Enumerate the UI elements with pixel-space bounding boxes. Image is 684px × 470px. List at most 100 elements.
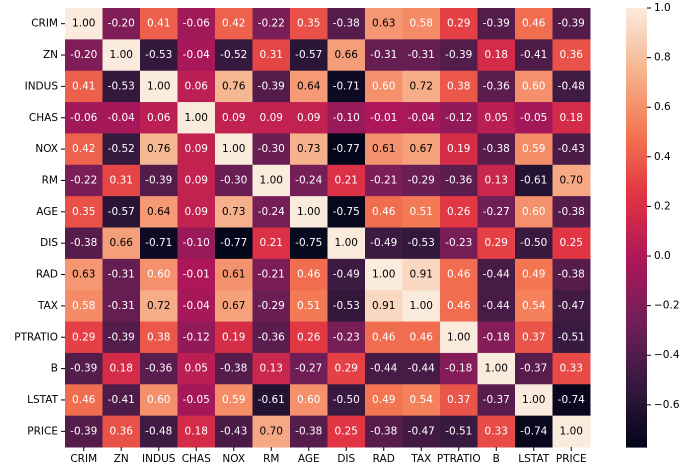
colorbar-segment [626,337,647,342]
y-tick-label: PRICE [27,425,58,437]
heatmap-cell [365,415,403,448]
colorbar-segment [626,443,647,448]
heatmap-cell [140,227,178,260]
cell-label: -0.21 [258,269,285,281]
colorbar-segment [626,150,647,155]
heatmap-cell [215,258,253,291]
x-tick-label: DIS [337,453,355,465]
heatmap-cell [215,196,253,228]
heatmap-cell [365,290,403,323]
heatmap-cell [515,70,553,103]
colorbar-segment [626,187,647,192]
y-tick-label: CHAS [29,112,58,124]
cell-label: -0.39 [70,425,97,437]
cell-label: 0.36 [560,49,584,61]
cell-label: -0.47 [558,300,585,312]
colorbar-segment [626,373,647,379]
colorbar-tick-label: −0.2 [654,300,680,312]
heatmap-cell [290,227,328,260]
colorbar-segment [626,117,647,123]
cell-label: -0.71 [333,80,360,92]
cell-label: 0.46 [447,300,471,312]
heatmap-cell [477,258,516,291]
cell-label: -0.31 [408,49,435,61]
cell-label: 0.13 [485,174,508,186]
heatmap-cell [65,196,103,228]
heatmap-cell [177,8,216,40]
colorbar-segment [626,282,647,287]
cell-label: -0.61 [520,174,547,186]
colorbar-segment [626,351,647,357]
colorbar-segment [626,125,647,130]
x-tick-label: LSTAT [518,453,549,465]
heatmap-cell [440,321,478,354]
colorbar-segment [626,161,647,166]
heatmap-cell [515,227,553,260]
cell-label: -0.31 [370,49,397,61]
cell-label: -0.24 [258,206,285,218]
cell-label: -0.52 [108,143,135,155]
colorbar-segment [626,48,647,53]
cell-label: -0.49 [333,269,360,281]
y-tick-label: RM [42,174,58,186]
y-tick-label: INDUS [25,80,59,92]
cell-label: 0.38 [447,80,470,92]
cell-label: 0.58 [410,18,433,30]
colorbar-segment [626,201,647,207]
heatmap-cell [290,133,328,166]
cell-label: -0.20 [108,18,135,30]
heatmap-cell [65,415,103,448]
cell-label: 0.06 [185,80,209,92]
heatmap-cell [552,196,591,228]
colorbar-segment [626,62,647,68]
heatmap-cell [215,133,253,166]
colorbar-segment [626,377,647,382]
colorbar-segment [626,271,647,276]
heatmap-cell [65,384,103,417]
heatmap-cell [252,70,291,103]
colorbar-segment [626,381,647,386]
cell-label: 1.00 [185,112,208,124]
heatmap-cell [215,8,253,40]
heatmap-cell [102,102,141,134]
cell-label: -0.04 [108,112,135,124]
heatmap-cell [177,384,216,417]
cell-label: -0.05 [520,112,547,124]
x-tick-label: RAD [373,453,395,465]
y-tick-label: AGE [36,206,58,218]
cell-label: -0.71 [145,237,172,249]
colorbar-segment [626,106,647,112]
cell-label: 0.58 [72,300,95,312]
cell-label: 1.00 [260,174,283,186]
cell-label: 0.13 [260,363,283,375]
cell-label: -0.38 [558,206,585,218]
heatmap-cell [477,102,516,134]
heatmap-cell [140,70,178,103]
heatmap-cell [402,321,441,354]
cell-label: 0.49 [372,394,395,406]
x-tick-label: PRICE [556,453,587,465]
colorbar-segment [626,168,647,174]
colorbar-segment [626,242,647,247]
heatmap-cell [290,70,328,103]
heatmap-cell [215,321,253,354]
cell-label: -0.51 [445,425,472,437]
y-tick-label: PTRATIO [14,331,58,343]
cell-label: 0.59 [522,143,545,155]
heatmap-cell [215,384,253,417]
cell-label: 1.00 [372,269,395,281]
cell-label: -0.61 [258,394,285,406]
heatmap-cell [65,352,103,385]
cell-label: 0.09 [185,143,208,155]
cell-label: 0.91 [372,300,395,312]
heatmap-cell [140,102,178,134]
heatmap-cell [327,39,366,72]
heatmap-cell [365,70,403,103]
colorbar-segment [626,22,647,27]
heatmap-cell [365,164,403,197]
x-tick-label: RM [263,453,279,465]
cell-label: 0.37 [522,331,545,343]
heatmap-cell [515,164,553,197]
cell-label: 0.46 [72,394,96,406]
